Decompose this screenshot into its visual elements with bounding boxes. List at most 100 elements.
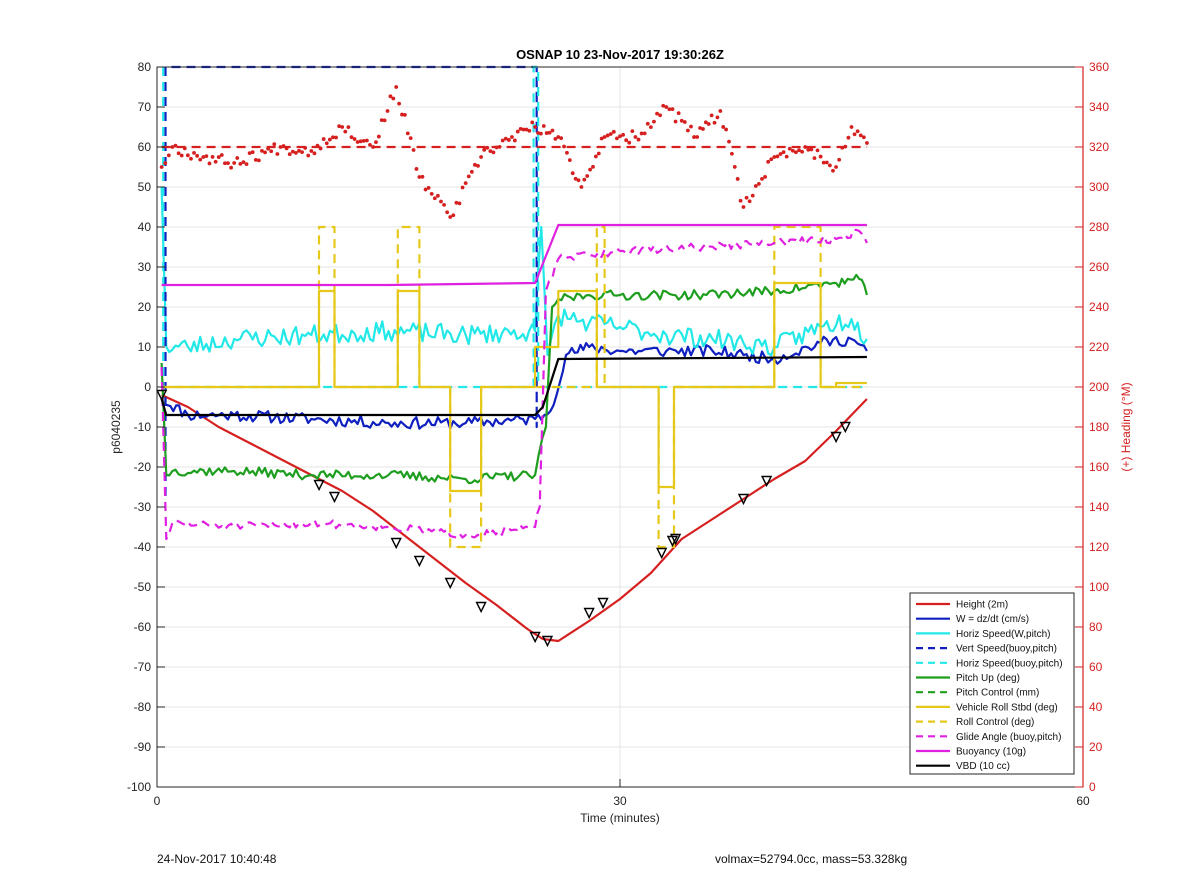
heading-point: [414, 167, 419, 171]
heading-point: [775, 154, 780, 159]
heading-point: [676, 111, 681, 116]
y-tick-label-right: 320: [1089, 140, 1109, 154]
height-marker: [669, 533, 682, 546]
legend-label: Vert Speed(buoy,pitch): [956, 644, 1057, 655]
heading-point: [645, 121, 650, 126]
heading-point: [500, 138, 505, 143]
heading-point: [611, 129, 616, 134]
y-axis-label-right: (+) Heading (°M): [1119, 382, 1133, 471]
heading-point: [192, 150, 196, 155]
heading-point: [544, 131, 549, 135]
y-tick-label-left: -40: [134, 540, 152, 554]
y-tick-label-left: 80: [138, 60, 152, 74]
heading-point: [297, 148, 301, 153]
y-tick-label-right: 180: [1089, 420, 1109, 434]
y-tick-label-left: -20: [134, 460, 152, 474]
heading-point: [772, 155, 777, 159]
heading-point: [408, 136, 413, 141]
heading-point: [834, 165, 838, 169]
heading-point: [420, 174, 425, 179]
heading-point: [397, 101, 402, 106]
heading-point: [454, 200, 459, 205]
heading-point: [518, 126, 523, 131]
heading-point: [703, 120, 708, 125]
y-tick-label-right: 20: [1089, 740, 1103, 754]
heading-point: [300, 150, 304, 155]
heading-point: [615, 136, 619, 141]
heading-point: [405, 131, 410, 136]
heading-point: [482, 147, 487, 152]
legend-label: Roll Control (deg): [956, 717, 1034, 728]
y-tick-label-right: 260: [1089, 260, 1109, 274]
y-tick-label-left: -10: [134, 420, 152, 434]
heading-point: [361, 138, 366, 143]
heading-point: [565, 150, 569, 155]
heading-point: [673, 119, 678, 124]
ticks-layer: 0 30 6080706050403020100-10-20-30-40-50-60…: [127, 60, 1109, 808]
legend-label: Buoyancy (10g): [956, 747, 1026, 758]
heading-point: [346, 125, 351, 130]
heading-point: [630, 129, 635, 134]
heading-point: [689, 124, 693, 129]
heading-point: [391, 96, 396, 101]
heading-point: [648, 125, 653, 130]
heading-point: [201, 155, 206, 159]
heading-point: [721, 125, 726, 129]
heading-point: [821, 160, 826, 165]
heading-point: [448, 215, 453, 219]
legend-label: Pitch Control (mm): [956, 688, 1039, 699]
heading-point: [642, 131, 647, 136]
heading-point: [512, 138, 517, 143]
heading-point: [718, 109, 723, 113]
heading-point: [573, 176, 578, 181]
y-tick-label-right: 0: [1089, 780, 1096, 794]
height-marker: [390, 537, 402, 550]
heading-point: [547, 130, 552, 135]
heading-point: [621, 132, 625, 137]
heading-point: [426, 186, 431, 190]
series-line-vert-speed-buoy-pitch: [164, 65, 538, 501]
legend-label: Height (2m): [956, 600, 1008, 611]
heading-point: [585, 174, 590, 178]
y-tick-label-left: 60: [138, 140, 152, 154]
heading-point: [176, 151, 181, 156]
heading-point: [432, 196, 437, 201]
heading-point: [541, 124, 546, 128]
heading-point: [539, 131, 543, 136]
heading-point: [163, 161, 168, 166]
heading-point: [579, 185, 584, 189]
series-line-pitch-up-deg: [160, 273, 868, 485]
heading-point: [701, 127, 705, 131]
heading-point: [778, 152, 783, 156]
heading-point: [485, 145, 490, 150]
heading-point: [670, 107, 675, 112]
heading-point: [766, 159, 771, 164]
heading-point: [596, 151, 601, 156]
y-tick-label-right: 220: [1089, 340, 1109, 354]
heading-point: [337, 124, 342, 129]
heading-point: [256, 158, 261, 163]
heading-point: [533, 125, 538, 129]
heading-point: [402, 113, 407, 117]
heading-point: [744, 195, 749, 200]
y-tick-label-right: 160: [1089, 460, 1109, 474]
heading-point: [605, 133, 610, 138]
height-marker: [839, 421, 851, 434]
heading-point: [824, 160, 829, 165]
heading-point: [806, 147, 811, 152]
heading-point: [460, 185, 465, 190]
marker-layer: [155, 389, 851, 648]
y-axis-label-left: p6040235: [109, 400, 123, 454]
heading-point: [309, 149, 314, 153]
y-tick-label-right: 240: [1089, 300, 1109, 314]
legend-label: W = dz/dt (cm/s): [956, 614, 1029, 625]
vehicle-info-footer: volmax=52794.0cc, mass=53.328kg: [715, 852, 908, 866]
heading-point: [451, 213, 456, 218]
heading-point: [602, 135, 607, 139]
heading-point: [469, 169, 474, 174]
heading-point: [278, 145, 283, 149]
heading-point: [618, 134, 622, 139]
heading-point: [809, 147, 814, 152]
heading-point: [741, 205, 746, 209]
heading-point: [457, 201, 462, 206]
